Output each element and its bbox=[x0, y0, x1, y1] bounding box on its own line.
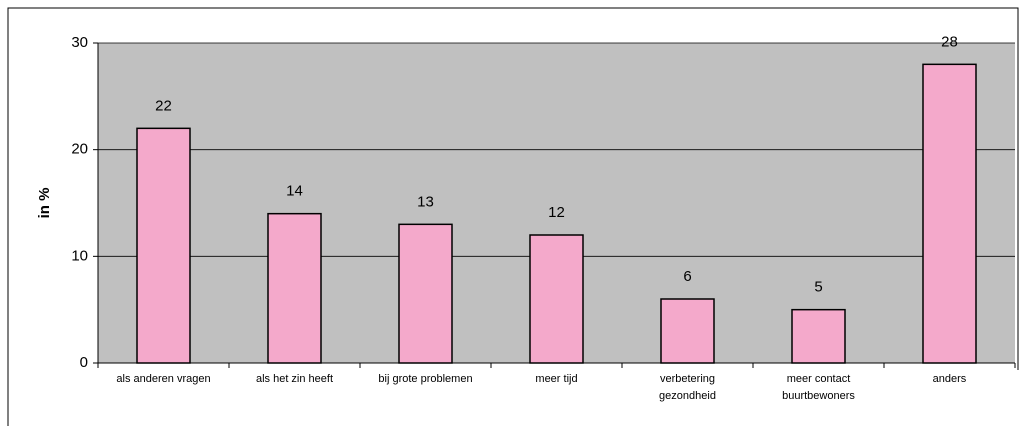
bar bbox=[136, 127, 191, 364]
bar bbox=[791, 308, 846, 364]
y-tick-label: 0 bbox=[80, 354, 88, 371]
bar bbox=[529, 234, 584, 364]
bar bbox=[267, 212, 322, 364]
y-tick-label: 30 bbox=[71, 34, 88, 51]
bar bbox=[660, 298, 715, 364]
x-tick-label: als anderen vragen bbox=[116, 373, 211, 385]
x-tick-label: verbetering gezondheid bbox=[659, 373, 716, 402]
y-axis-label: in % bbox=[36, 188, 53, 219]
bar bbox=[398, 223, 453, 364]
data-label: 28 bbox=[941, 33, 958, 50]
data-label: 14 bbox=[286, 183, 303, 200]
data-label: 6 bbox=[683, 268, 691, 285]
y-tick-label: 10 bbox=[71, 247, 88, 264]
data-label: 13 bbox=[417, 193, 434, 210]
data-label: 5 bbox=[814, 279, 822, 296]
frame bbox=[7, 7, 1019, 426]
bar bbox=[922, 63, 977, 364]
x-tick-label: bij grote problemen bbox=[378, 373, 473, 385]
x-tick-label: meer tijd bbox=[535, 373, 578, 385]
data-label: 22 bbox=[155, 97, 172, 114]
x-tick-label: meer contact buurtbewoners bbox=[782, 373, 855, 402]
x-tick-label: als het zin heeft bbox=[255, 373, 334, 385]
y-tick-label: 20 bbox=[71, 141, 88, 158]
data-label: 12 bbox=[548, 204, 565, 221]
x-tick-label: anders bbox=[932, 373, 967, 385]
